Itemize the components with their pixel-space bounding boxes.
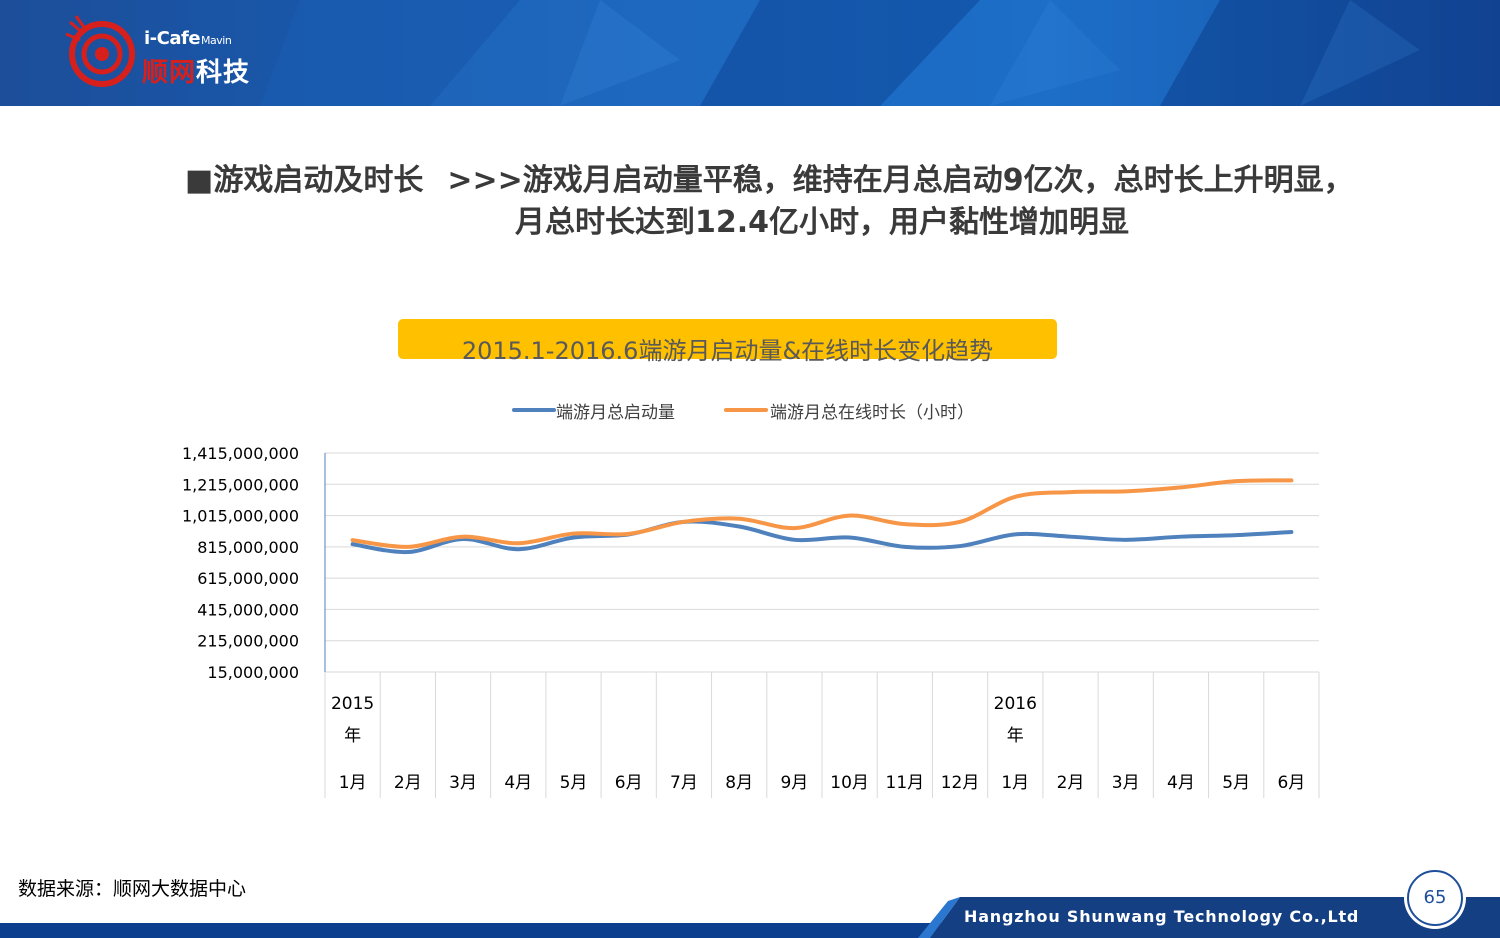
footer-company-name: Hangzhou Shunwang Technology Co.,Ltd — [964, 907, 1360, 926]
series-line-launches — [350, 519, 1294, 555]
logo-cn-part-b: 科技 — [196, 58, 251, 88]
logo-wordmark: i-CafeMavin — [144, 28, 232, 49]
x-tick-year-label: 年 — [1007, 726, 1024, 746]
y-tick-label: 1,415,000,000 — [182, 444, 299, 463]
x-tick-month-label: 8月 — [725, 773, 753, 793]
headline-lead: ■游戏启动及时长 — [185, 163, 424, 198]
x-tick-month-label: 1月 — [1001, 773, 1029, 793]
x-tick-month-label: 3月 — [1112, 773, 1140, 793]
x-tick-month-label: 6月 — [615, 773, 643, 793]
y-tick-label: 1,015,000,000 — [182, 507, 299, 526]
legend-swatch-orange — [724, 408, 768, 412]
y-tick-label: 415,000,000 — [197, 600, 299, 619]
x-tick-year-label: 2016 — [994, 694, 1037, 714]
x-tick-month-label: 4月 — [504, 773, 532, 793]
legend-swatch-blue — [512, 408, 556, 412]
logo-chinese-name: 顺网科技 — [142, 52, 250, 89]
logo-wordmark-main: i-Cafe — [144, 28, 201, 49]
x-tick-month-label: 5月 — [1222, 773, 1250, 793]
company-logo: i-CafeMavin 顺网科技 — [62, 14, 292, 94]
logo-wordmark-sub: Mavin — [201, 34, 232, 47]
x-tick-month-label: 3月 — [449, 773, 477, 793]
x-tick-month-label: 1月 — [339, 773, 367, 793]
headline-line1: >>>游戏月启动量平稳，维持在月总启动9亿次，总时长上升明显， — [447, 163, 1354, 198]
x-tick-year-label: 年 — [344, 726, 361, 746]
x-tick-month-label: 11月 — [886, 773, 925, 793]
header-polygon-pattern — [260, 0, 1500, 106]
x-tick-month-label: 6月 — [1277, 773, 1305, 793]
y-tick-label: 615,000,000 — [197, 569, 299, 588]
y-tick-label: 815,000,000 — [197, 538, 299, 557]
series-line-online-hours — [350, 478, 1294, 549]
x-tick-month-label: 2月 — [394, 773, 422, 793]
header-band: i-CafeMavin 顺网科技 — [0, 0, 1500, 106]
x-tick-month-label: 5月 — [560, 773, 588, 793]
logo-cn-part-a: 顺网 — [142, 58, 197, 88]
x-tick-month-label: 10月 — [830, 773, 869, 793]
x-tick-month-label: 12月 — [941, 773, 980, 793]
x-tick-month-label: 4月 — [1167, 773, 1195, 793]
target-logo-icon — [65, 15, 135, 87]
x-tick-year-label: 2015 — [331, 694, 374, 714]
headline-line2: 月总时长达到12.4亿小时，用户黏性增加明显 — [515, 205, 1130, 240]
x-tick-month-label: 9月 — [780, 773, 808, 793]
x-tick-month-label: 2月 — [1057, 773, 1085, 793]
slide-headline: ■游戏启动及时长 >>>游戏月启动量平稳，维持在月总启动9亿次，总时长上升明显， … — [185, 160, 1465, 244]
data-source-note: 数据来源：顺网大数据中心 — [18, 878, 247, 900]
x-tick-month-label: 7月 — [670, 773, 698, 793]
footer-band — [0, 897, 1500, 938]
y-tick-label: 1,215,000,000 — [182, 475, 299, 494]
legend-label-online-hours: 端游月总在线时长（小时） — [770, 403, 974, 423]
chart-title: 2015.1-2016.6端游月启动量&在线时长变化趋势 — [461, 337, 994, 365]
legend-label-launches: 端游月总启动量 — [556, 403, 675, 423]
page-number-badge: 65 — [1407, 870, 1463, 926]
y-tick-label: 215,000,000 — [197, 632, 299, 651]
chart-title-box — [398, 319, 1057, 359]
y-tick-label: 15,000,000 — [207, 663, 299, 682]
